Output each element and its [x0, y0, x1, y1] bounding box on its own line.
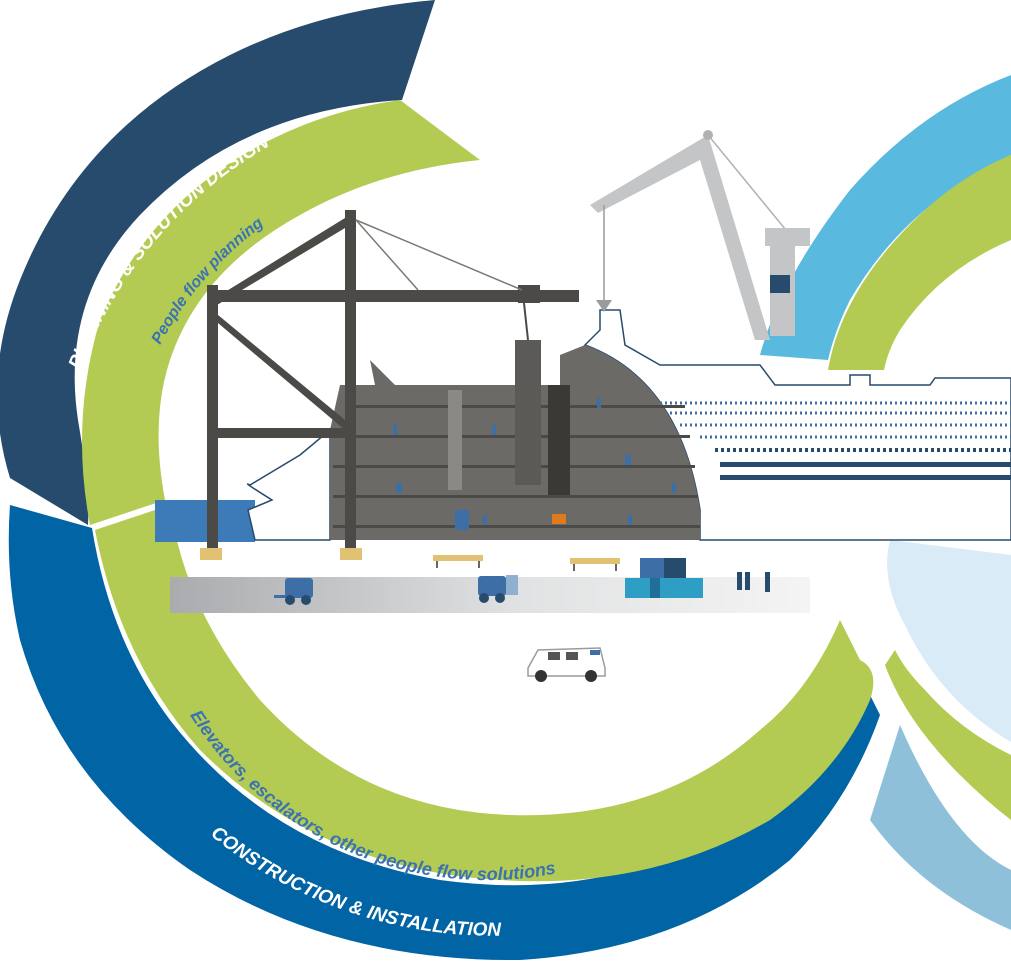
right-light-blue-lower-ring: [870, 725, 1011, 930]
right-green-ring: [828, 155, 1011, 370]
service-van: [527, 647, 606, 682]
ship-windows: [660, 401, 1011, 480]
right-sky-blue-ring: [760, 75, 1011, 360]
water: [155, 500, 255, 542]
people-flow-inner-arc: [82, 100, 480, 525]
right-green-lower-ring: [885, 650, 1011, 820]
dock-equipment: [274, 555, 770, 682]
gantry-crane: [200, 210, 579, 560]
ship-crane: [590, 130, 810, 340]
planning-outer-arc: [0, 0, 435, 525]
barrier-right: [570, 558, 620, 571]
workers-on-ship: [393, 398, 676, 525]
solutions-inner-arc: [95, 505, 874, 882]
right-pale-blue-ring: [887, 540, 1011, 742]
shipping-containers: [625, 558, 703, 598]
forklift-left: [274, 578, 313, 605]
forklift-right: [478, 575, 518, 603]
right-cycle-circle: [760, 75, 1011, 930]
construction-outer-arc: [8, 505, 880, 961]
people-group: [737, 572, 770, 592]
barrier-left: [433, 555, 483, 568]
ship-bow-left: [246, 428, 331, 541]
